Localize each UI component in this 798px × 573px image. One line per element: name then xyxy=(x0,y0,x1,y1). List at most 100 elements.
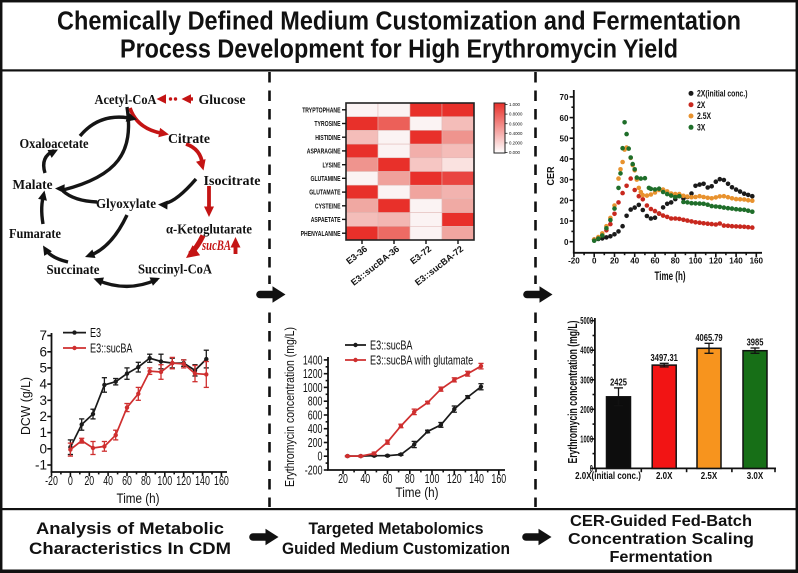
svg-text:5: 5 xyxy=(39,360,47,375)
svg-text:0.8000: 0.8000 xyxy=(509,112,523,117)
svg-text:60: 60 xyxy=(560,113,569,123)
svg-text:TYROSINE: TYROSINE xyxy=(314,119,340,128)
svg-text:4: 4 xyxy=(39,377,47,392)
svg-text:20: 20 xyxy=(84,473,94,488)
svg-text:GLUTAMATE: GLUTAMATE xyxy=(309,188,340,197)
svg-text:120: 120 xyxy=(447,471,462,486)
svg-text:Acetyl-CoA: Acetyl-CoA xyxy=(95,93,158,108)
svg-text:140: 140 xyxy=(729,256,743,266)
svg-text:Oxaloacetate: Oxaloacetate xyxy=(20,137,89,152)
svg-text:40: 40 xyxy=(560,154,569,164)
svg-text:0: 0 xyxy=(564,237,569,247)
svg-text:800: 800 xyxy=(308,394,323,409)
svg-text:Fermentation: Fermentation xyxy=(610,549,713,566)
svg-text:20: 20 xyxy=(610,256,619,266)
svg-text:1000: 1000 xyxy=(580,434,593,445)
svg-text:100: 100 xyxy=(157,473,172,488)
svg-text:-20: -20 xyxy=(568,256,580,266)
svg-text:40: 40 xyxy=(630,256,639,266)
svg-text:E3::sucBA: E3::sucBA xyxy=(90,341,133,356)
svg-text:-200: -200 xyxy=(305,463,323,478)
svg-text:60: 60 xyxy=(122,473,132,488)
svg-text:3000: 3000 xyxy=(580,375,593,386)
svg-text:DCW (g/L): DCW (g/L) xyxy=(18,377,33,435)
svg-text:100: 100 xyxy=(425,471,440,486)
svg-text:2000: 2000 xyxy=(580,405,593,416)
svg-text:160: 160 xyxy=(750,256,764,266)
svg-text:Time (h): Time (h) xyxy=(655,271,686,283)
svg-text:5000: 5000 xyxy=(580,316,593,327)
svg-text:Succinyl-CoA: Succinyl-CoA xyxy=(138,263,213,278)
svg-text:Analysis of Metabolic: Analysis of Metabolic xyxy=(36,519,224,538)
svg-text:0.6000: 0.6000 xyxy=(509,121,523,126)
svg-text:0.000: 0.000 xyxy=(509,150,521,155)
svg-text:200: 200 xyxy=(308,435,323,450)
svg-text:Concentration Scaling: Concentration Scaling xyxy=(568,531,754,548)
svg-text:2.5X: 2.5X xyxy=(701,471,718,482)
svg-text:3X: 3X xyxy=(697,123,705,133)
svg-text:6: 6 xyxy=(39,344,47,359)
svg-text:2.0X: 2.0X xyxy=(656,471,673,482)
svg-text:0: 0 xyxy=(590,464,593,475)
svg-text:600: 600 xyxy=(308,407,323,422)
svg-text:-20: -20 xyxy=(45,473,58,488)
svg-text:400: 400 xyxy=(308,421,323,436)
svg-text:PHENYALANINE: PHENYALANINE xyxy=(301,229,341,238)
svg-text:80: 80 xyxy=(141,473,151,488)
svg-text:Succinate: Succinate xyxy=(47,263,100,278)
svg-text:140: 140 xyxy=(195,473,210,488)
svg-text:CYSTEINE: CYSTEINE xyxy=(315,201,341,210)
svg-text:3497.31: 3497.31 xyxy=(651,352,678,364)
svg-text:100: 100 xyxy=(689,256,703,266)
svg-text:Erythromycin concentration (mg: Erythromycin concentration (mg/L) xyxy=(283,327,297,487)
svg-text:1400: 1400 xyxy=(303,352,323,367)
svg-text:HISTIDINE: HISTIDINE xyxy=(315,133,340,142)
svg-text:GLUTAMINE: GLUTAMINE xyxy=(311,174,341,183)
svg-text:1: 1 xyxy=(39,425,47,440)
svg-text:2425: 2425 xyxy=(610,376,627,388)
svg-text:160: 160 xyxy=(214,473,229,488)
svg-text:Erythromycin concentration (mg: Erythromycin concentration (mg/L) xyxy=(565,321,580,464)
svg-text:1000: 1000 xyxy=(303,380,323,395)
svg-text:Isocitrate: Isocitrate xyxy=(204,174,261,189)
svg-text:Citrate: Citrate xyxy=(168,132,210,147)
svg-text:10: 10 xyxy=(560,216,569,226)
svg-text:0: 0 xyxy=(68,473,73,488)
svg-text:30: 30 xyxy=(560,175,569,185)
svg-text:140: 140 xyxy=(469,471,484,486)
svg-text:20: 20 xyxy=(560,196,569,206)
svg-text:Time (h): Time (h) xyxy=(396,484,439,500)
svg-text:2X: 2X xyxy=(697,100,705,110)
svg-text:CER-Guided Fed-Batch: CER-Guided Fed-Batch xyxy=(570,513,752,530)
svg-text:80: 80 xyxy=(405,471,415,486)
svg-text:sucBA: sucBA xyxy=(201,238,231,254)
svg-text:80: 80 xyxy=(671,256,680,266)
svg-text:120: 120 xyxy=(709,256,723,266)
svg-text:3.0X: 3.0X xyxy=(747,471,764,482)
svg-text:3985: 3985 xyxy=(747,337,764,349)
svg-text:Process Development for High E: Process Development for High Erythromyci… xyxy=(120,35,678,63)
svg-text:Chemically Defined Medium Cust: Chemically Defined Medium Customization … xyxy=(57,7,741,35)
svg-text:20: 20 xyxy=(338,471,348,486)
svg-text:0: 0 xyxy=(592,256,597,266)
svg-text:120: 120 xyxy=(176,473,191,488)
svg-text:E3::sucBA with glutamate: E3::sucBA with glutamate xyxy=(370,353,473,368)
svg-text:0: 0 xyxy=(318,449,323,464)
svg-text:50: 50 xyxy=(560,133,569,143)
svg-text:Guided Medium Customization: Guided Medium Customization xyxy=(282,539,510,558)
svg-text:0.2000: 0.2000 xyxy=(509,141,523,146)
svg-text:40: 40 xyxy=(103,473,113,488)
svg-text:4000: 4000 xyxy=(580,346,593,357)
svg-text:1200: 1200 xyxy=(303,366,323,381)
svg-text:TRYPTOPHANE: TRYPTOPHANE xyxy=(302,105,340,114)
svg-text:4065.79: 4065.79 xyxy=(695,332,722,344)
svg-text:E3: E3 xyxy=(90,325,101,340)
svg-text:CER: CER xyxy=(546,166,557,186)
svg-text:1.000: 1.000 xyxy=(509,102,521,107)
svg-text:Targeted Metabolomics: Targeted Metabolomics xyxy=(309,519,484,538)
svg-text:2.5X: 2.5X xyxy=(697,111,711,121)
svg-text:Malate: Malate xyxy=(13,178,53,193)
svg-text:ASPARAGINE: ASPARAGINE xyxy=(307,147,341,156)
svg-text:2.0X(initial conc.): 2.0X(initial conc.) xyxy=(575,471,641,482)
svg-text:0.4000: 0.4000 xyxy=(509,131,523,136)
